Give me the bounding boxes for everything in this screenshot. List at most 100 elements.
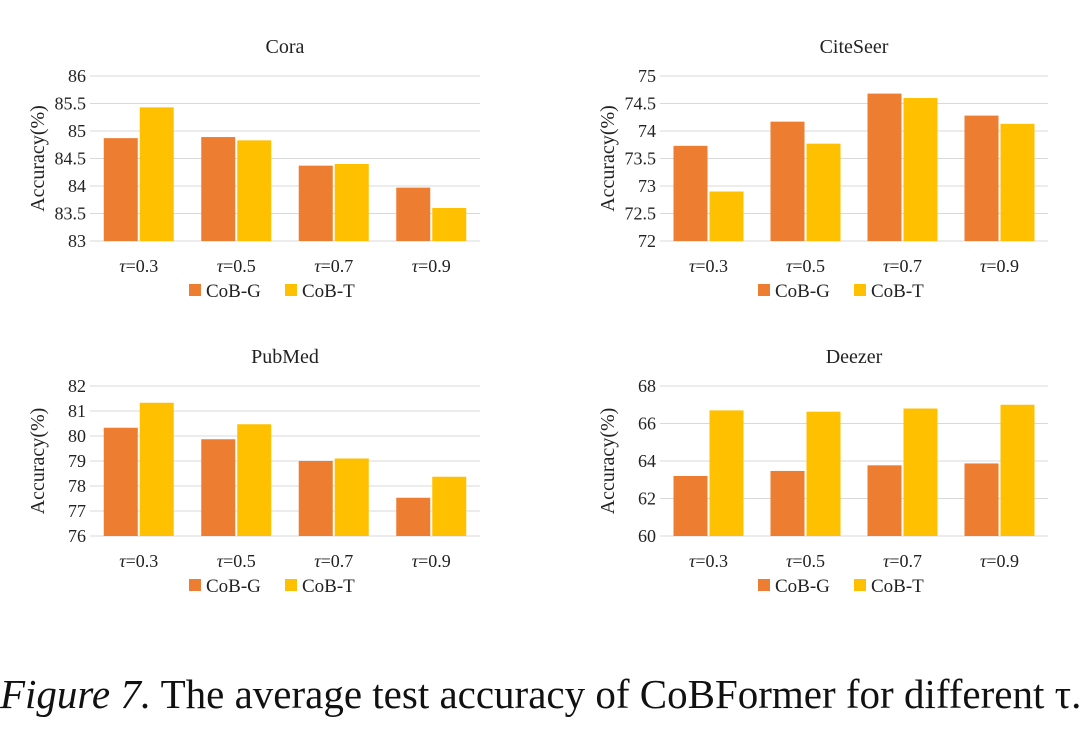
y-tick-label: 84 xyxy=(68,176,86,196)
caption-text: The average test accuracy of CoBFormer f… xyxy=(160,671,1080,717)
legend-swatch-cob-g xyxy=(189,579,201,591)
y-tick-label: 66 xyxy=(638,414,656,434)
bar-cob-t xyxy=(334,164,369,241)
bar-cob-t xyxy=(903,408,938,536)
chart-legend: CoB-G CoB-T xyxy=(189,281,355,302)
chart-title: Cora xyxy=(266,36,305,58)
bar-cob-g xyxy=(298,461,333,536)
x-tick-label: τ=0.7 xyxy=(314,256,353,276)
x-tick-label: τ=0.5 xyxy=(217,256,256,276)
caption-label: Figure 7. xyxy=(0,671,152,717)
bar-cob-t xyxy=(237,140,272,241)
bar-cob-g xyxy=(867,93,902,241)
bar-cob-g xyxy=(673,476,708,536)
legend-label-cob-t: CoB-T xyxy=(302,576,355,597)
legend-label-cob-t: CoB-T xyxy=(302,281,355,302)
legend-swatch-cob-g xyxy=(189,284,201,296)
y-axis-label: Accuracy(%) xyxy=(597,408,619,515)
bar-cob-g xyxy=(964,463,999,536)
chart-legend: CoB-G CoB-T xyxy=(758,576,924,597)
bar-cob-t xyxy=(334,458,369,536)
chart-title: Deezer xyxy=(826,346,883,368)
chart-panel-pubmed: PubMed 76 77 78 79 80 81 82 Accuracy(%) τ=0.3 τ=0.… xyxy=(27,346,480,597)
y-tick-label: 73 xyxy=(638,176,656,196)
bar-cob-g xyxy=(770,470,805,536)
y-tick-label: 84.5 xyxy=(55,149,87,169)
x-tick-label: τ=0.7 xyxy=(883,256,922,276)
y-tick-label: 76 xyxy=(68,526,86,546)
legend-label-cob-t: CoB-T xyxy=(871,281,924,302)
bar-cob-t xyxy=(806,411,841,536)
x-tick-label: τ=0.5 xyxy=(786,256,825,276)
x-tick-label: τ=0.9 xyxy=(980,256,1019,276)
y-axis-label: Accuracy(%) xyxy=(27,105,49,212)
figure-caption: Figure 7. The average test accuracy of C… xyxy=(0,670,1080,718)
x-tick-label: τ=0.5 xyxy=(217,551,256,571)
legend-swatch-cob-t xyxy=(854,284,866,296)
x-tick-label: τ=0.7 xyxy=(883,551,922,571)
chart-legend: CoB-G CoB-T xyxy=(758,281,924,302)
legend-swatch-cob-t xyxy=(854,579,866,591)
bar-cob-t xyxy=(432,476,467,536)
bar-cob-g xyxy=(396,187,431,241)
y-tick-label: 68 xyxy=(638,376,656,396)
x-tick-label: τ=0.9 xyxy=(412,551,451,571)
y-tick-label: 75 xyxy=(638,66,656,86)
legend-label-cob-g: CoB-G xyxy=(775,281,830,302)
y-axis-label: Accuracy(%) xyxy=(27,408,49,515)
x-tick-label: τ=0.3 xyxy=(689,256,728,276)
y-tick-label: 72.5 xyxy=(625,204,657,224)
chart-legend: CoB-G CoB-T xyxy=(189,576,355,597)
y-axis-label: Accuracy(%) xyxy=(597,105,619,212)
bar-cob-t xyxy=(139,402,174,536)
y-tick-label: 74.5 xyxy=(625,94,657,114)
bar-cob-g xyxy=(298,165,333,241)
x-tick-label: τ=0.5 xyxy=(786,551,825,571)
bar-cob-t xyxy=(432,208,467,241)
y-tick-label: 72 xyxy=(638,231,656,251)
bar-cob-g xyxy=(867,465,902,536)
x-tick-label: τ=0.9 xyxy=(980,551,1019,571)
chart-panel-deezer: Deezer 60 62 64 66 68 Accuracy(%) τ=0.3 τ=0.5 τ=0… xyxy=(597,346,1048,597)
y-tick-label: 77 xyxy=(68,501,86,521)
legend-label-cob-g: CoB-G xyxy=(206,576,261,597)
bar-cob-t xyxy=(1000,404,1035,536)
y-tick-label: 83.5 xyxy=(55,204,87,224)
bar-cob-t xyxy=(709,191,744,241)
y-tick-label: 73.5 xyxy=(625,149,657,169)
y-tick-label: 86 xyxy=(68,66,86,86)
y-tick-label: 83 xyxy=(68,231,86,251)
x-tick-label: τ=0.3 xyxy=(119,551,158,571)
bar-cob-t xyxy=(903,98,938,241)
chart-title: CiteSeer xyxy=(820,36,889,58)
bar-cob-g xyxy=(201,137,236,241)
y-tick-label: 81 xyxy=(68,401,86,421)
legend-label-cob-g: CoB-G xyxy=(775,576,830,597)
bar-cob-t xyxy=(237,424,272,536)
y-tick-label: 85 xyxy=(68,121,86,141)
y-tick-label: 79 xyxy=(68,451,86,471)
chart-title: PubMed xyxy=(251,346,319,368)
legend-swatch-cob-g xyxy=(758,579,770,591)
y-tick-label: 82 xyxy=(68,376,86,396)
bar-cob-g xyxy=(964,115,999,241)
y-tick-label: 78 xyxy=(68,476,86,496)
bar-cob-g xyxy=(396,497,431,536)
x-tick-label: τ=0.3 xyxy=(689,551,728,571)
legend-swatch-cob-g xyxy=(758,284,770,296)
bar-cob-g xyxy=(201,439,236,536)
y-tick-label: 85.5 xyxy=(55,94,87,114)
y-tick-label: 74 xyxy=(638,121,656,141)
bar-cob-t xyxy=(1000,123,1035,241)
x-tick-label: τ=0.9 xyxy=(412,256,451,276)
y-tick-label: 60 xyxy=(638,526,656,546)
figure-chart-grid: Cora 83 83.5 84 84.5 85 85.5 86 Accuracy(%) τ=0.3… xyxy=(27,36,1048,597)
x-tick-label: τ=0.3 xyxy=(119,256,158,276)
bar-cob-t xyxy=(139,107,174,241)
legend-swatch-cob-t xyxy=(285,579,297,591)
y-tick-label: 62 xyxy=(638,489,656,509)
x-tick-label: τ=0.7 xyxy=(314,551,353,571)
bar-cob-g xyxy=(770,121,805,241)
legend-label-cob-t: CoB-T xyxy=(871,576,924,597)
chart-panel-cora: Cora 83 83.5 84 84.5 85 85.5 86 Accuracy(%) τ=0.3… xyxy=(27,36,480,302)
